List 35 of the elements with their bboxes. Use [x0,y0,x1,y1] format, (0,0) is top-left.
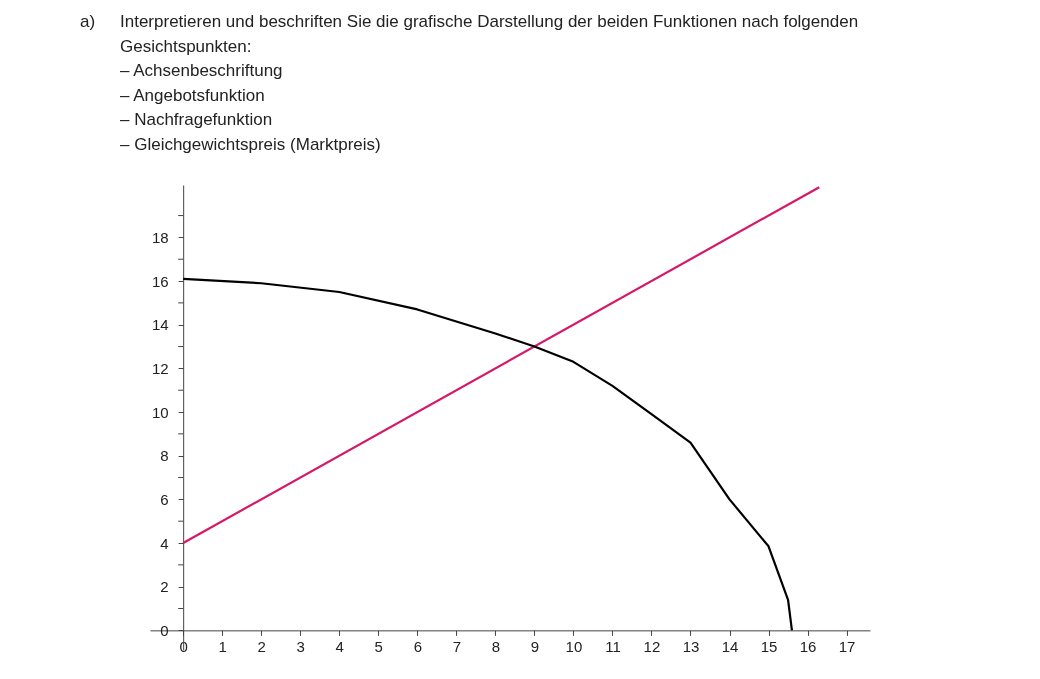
x-tick-label: 12 [643,637,661,655]
x-tick-label: 6 [413,637,422,655]
x-tick-label: 3 [296,637,305,655]
x-tick-label: 2 [257,637,266,655]
x-tick-label: 4 [335,637,344,655]
text: – Achsenbeschriftung [120,61,283,80]
x-tick-label: 8 [491,637,501,655]
line-series [182,277,794,632]
x-tick-label: 10 [565,637,583,655]
x-tick-label: 16 [799,637,817,655]
x-tick-label: 5 [374,637,383,655]
text: – Angebotsfunktion [120,85,265,105]
y-tick-label: 8 [160,447,169,465]
x-tick-label: 7 [452,637,462,655]
x-tick-label: 9 [530,637,540,655]
y-tick-label: 0 [160,621,169,639]
y-tick-label: 6 [160,490,169,508]
x-tick-label: 1 [218,637,227,655]
chart-title: Interpretieren und beschriften Sie die grafische Darstellung der beiden Funktionen nach folgenden Gesichtspunkten: [120,12,859,56]
text: – Nachfragefunktion [120,110,273,129]
text: a) [80,12,96,31]
x-tick-label: 13 [682,637,700,655]
text: – Gleichgewichtspreis (Marktpreis) [120,134,381,154]
x-tick-label: 11 [605,637,621,655]
y-tick-label: 12 [151,359,169,377]
y-tick-label: 16 [151,272,169,290]
x-tick-label: 0 [179,637,188,655]
y-tick-label: 14 [151,316,169,334]
x-tick-label: 15 [760,637,778,655]
y-tick-label: 18 [151,228,169,246]
y-tick-label: 2 [160,578,169,596]
y-tick-label: 4 [160,534,169,552]
x-tick-label: 14 [721,637,739,655]
x-tick-label: 17 [838,637,856,655]
y-tick-label: 10 [151,403,169,421]
